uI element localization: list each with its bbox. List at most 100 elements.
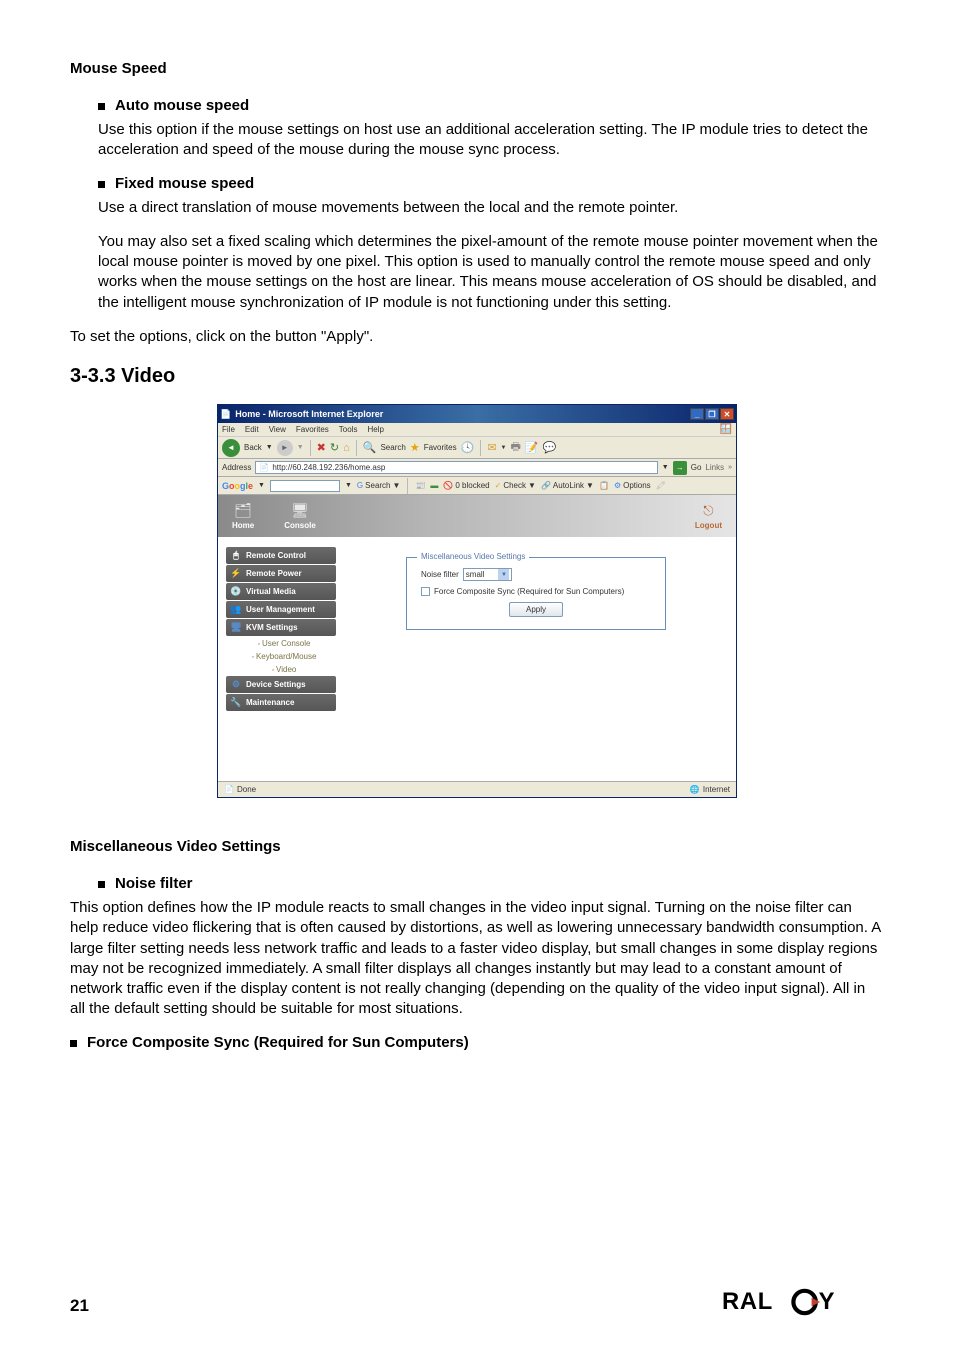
bullet-title: Noise filter <box>115 875 193 892</box>
mouse-speed-heading: Mouse Speed <box>70 60 884 77</box>
address-url: http://60.248.192.236/home.asp <box>272 463 385 472</box>
logout-nav[interactable]: ⎋ Logout <box>695 503 722 530</box>
google-autofill-icon[interactable]: 📋 <box>599 481 609 490</box>
edit-icon[interactable]: 📝 <box>525 441 539 454</box>
search-icon[interactable]: 🔍 <box>363 441 377 454</box>
remote-power-icon: ⚡ <box>230 568 242 579</box>
google-highlight-icon[interactable]: 🖍 <box>656 481 666 490</box>
sidebar-item-remote-power[interactable]: ⚡Remote Power <box>226 565 336 582</box>
ie-toolbar: ◄ Back ▼ ► ▼ ✖ ↻ ⌂ 🔍 Search ★ Favorites … <box>218 437 736 459</box>
separator <box>310 440 311 456</box>
addr-dropdown-icon[interactable]: ▼ <box>662 464 669 471</box>
sidebar-sub-keyboard-mouse[interactable]: ◦ Keyboard/Mouse <box>226 650 336 663</box>
dropdown-arrow-icon: ▼ <box>498 569 509 580</box>
mail-dropdown-icon[interactable]: ▼ <box>501 445 507 451</box>
ie-title: Home - Microsoft Internet Explorer <box>235 409 383 419</box>
menu-edit[interactable]: Edit <box>245 425 259 434</box>
go-button[interactable]: → <box>673 461 687 475</box>
sidebar-item-device-settings[interactable]: ⚙Device Settings <box>226 676 336 693</box>
print-icon[interactable]: 🖶 <box>510 438 520 457</box>
google-blocked[interactable]: 🚫 0 blocked <box>443 481 489 490</box>
status-zone: 🌐Internet <box>690 785 730 794</box>
google-search-input[interactable] <box>270 480 340 492</box>
bullet-square-icon <box>98 103 105 110</box>
menu-tools[interactable]: Tools <box>339 425 358 434</box>
fixed-mouse-text: Use a direct translation of mouse moveme… <box>98 198 884 218</box>
home-icon[interactable]: ⌂ <box>343 442 350 454</box>
bullet-fixed-mouse: Fixed mouse speed <box>98 175 884 192</box>
go-label: Go <box>691 463 702 472</box>
screenshot-container: 📄 Home - Microsoft Internet Explorer _ ❐… <box>70 404 884 798</box>
noise-filter-select[interactable]: small ▼ <box>463 568 513 581</box>
console-nav[interactable]: 🖥 Console <box>284 502 316 530</box>
google-dropdown-icon[interactable]: ▼ <box>258 482 265 489</box>
google-options[interactable]: ⚙ Options <box>614 481 651 490</box>
search-label: Search <box>380 443 405 452</box>
google-autolink[interactable]: 🔗 AutoLink ▼ <box>541 481 594 490</box>
sidebar-item-remote-control[interactable]: 🖱Remote Control <box>226 547 336 564</box>
force-composite-checkbox[interactable] <box>421 587 430 596</box>
minimize-button[interactable]: _ <box>690 408 704 420</box>
sidebar-item-maintenance[interactable]: 🔧Maintenance <box>226 694 336 711</box>
google-pagerank-icon[interactable]: ▬ <box>430 481 438 490</box>
fieldset-legend: Miscellaneous Video Settings <box>417 552 529 561</box>
menu-file[interactable]: File <box>222 425 235 434</box>
apply-note: To set the options, click on the button … <box>70 327 884 347</box>
force-composite-label: Force Composite Sync (Required for Sun C… <box>434 587 624 596</box>
close-button[interactable]: ✕ <box>720 408 734 420</box>
page-footer: 21 RAL Y <box>70 1288 884 1316</box>
refresh-icon[interactable]: ↻ <box>330 441 339 454</box>
menu-help[interactable]: Help <box>367 425 383 434</box>
video-heading: 3-3.3 Video <box>70 365 884 388</box>
sidebar-sub-user-console[interactable]: ◦ User Console <box>226 637 336 650</box>
google-check[interactable]: ✓ Check ▼ <box>495 481 536 490</box>
user-mgmt-icon: 👥 <box>230 604 242 615</box>
separator <box>356 440 357 456</box>
virtual-media-icon: 💿 <box>230 586 242 597</box>
home-nav[interactable]: 🗂 Home <box>232 502 254 530</box>
links-label[interactable]: Links <box>705 463 724 472</box>
bullet-square-icon <box>98 181 105 188</box>
page-number: 21 <box>70 1296 89 1316</box>
sidebar: 🖱Remote Control ⚡Remote Power 💿Virtual M… <box>218 547 336 771</box>
sidebar-item-virtual-media[interactable]: 💿Virtual Media <box>226 583 336 600</box>
ie-menubar: File Edit View Favorites Tools Help 🪟 <box>218 423 736 437</box>
bullet-auto-mouse: Auto mouse speed <box>98 97 884 114</box>
back-button[interactable]: ◄ <box>222 439 240 457</box>
ie-statusbar: 📄Done 🌐Internet <box>218 781 736 797</box>
discuss-icon[interactable]: 💬 <box>543 441 557 454</box>
ie-titlebar: 📄 Home - Microsoft Internet Explorer _ ❐… <box>218 405 736 423</box>
home-band-icon: 🗂 <box>232 502 254 519</box>
done-icon: 📄 <box>224 785 234 794</box>
maintenance-icon: 🔧 <box>230 697 242 708</box>
links-chevron-icon[interactable]: » <box>728 464 732 471</box>
forward-button[interactable]: ► <box>277 440 293 456</box>
maximize-button[interactable]: ❐ <box>705 408 719 420</box>
back-label: Back <box>244 443 262 452</box>
history-icon[interactable]: 🕓 <box>461 441 475 454</box>
sidebar-sub-video[interactable]: ◦ Video <box>226 663 336 676</box>
google-news-icon[interactable]: 📰 <box>415 481 425 490</box>
back-dropdown-icon[interactable]: ▼ <box>266 444 273 451</box>
remote-control-icon: 🖱 <box>230 550 242 561</box>
sidebar-item-kvm-settings[interactable]: 🖥KVM Settings <box>226 619 336 636</box>
google-search-dropdown-icon[interactable]: ▼ <box>345 482 352 489</box>
noise-filter-label: Noise filter <box>421 570 459 579</box>
bullet-title: Auto mouse speed <box>115 97 249 114</box>
google-toolbar: Google ▼ ▼ G Search ▼ 📰 ▬ 🚫 0 blocked ✓ … <box>218 477 736 495</box>
separator <box>480 440 481 456</box>
menu-favorites[interactable]: Favorites <box>296 425 329 434</box>
google-search-button[interactable]: G Search ▼ <box>357 481 401 490</box>
sidebar-item-user-management[interactable]: 👥User Management <box>226 601 336 618</box>
apply-button[interactable]: Apply <box>509 602 563 617</box>
stop-icon[interactable]: ✖ <box>317 441 326 454</box>
bullet-square-icon <box>98 881 105 888</box>
menu-view[interactable]: View <box>269 425 286 434</box>
bullet-force-composite: Force Composite Sync (Required for Sun C… <box>70 1034 884 1051</box>
mail-icon[interactable]: ✉ <box>487 441 496 454</box>
console-band-icon: 🖥 <box>284 502 316 519</box>
favorites-star-icon[interactable]: ★ <box>410 441 420 454</box>
address-input[interactable]: 📄 http://60.248.192.236/home.asp <box>255 461 657 474</box>
kvm-icon: 🖥 <box>230 622 242 633</box>
bullet-title: Force Composite Sync (Required for Sun C… <box>87 1034 469 1051</box>
